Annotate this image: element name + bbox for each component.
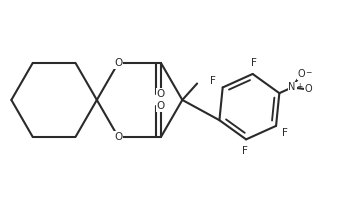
Text: +: + — [297, 82, 303, 91]
Text: N: N — [288, 82, 296, 92]
Text: F: F — [211, 76, 216, 86]
Text: F: F — [242, 146, 248, 156]
Text: O: O — [114, 58, 122, 68]
Text: −: − — [305, 69, 311, 78]
Text: O: O — [157, 101, 165, 111]
Text: F: F — [251, 58, 257, 68]
Text: O: O — [305, 84, 312, 94]
Text: O: O — [157, 89, 165, 99]
Text: O: O — [298, 69, 305, 79]
Text: O: O — [114, 132, 122, 142]
Text: F: F — [282, 128, 288, 137]
